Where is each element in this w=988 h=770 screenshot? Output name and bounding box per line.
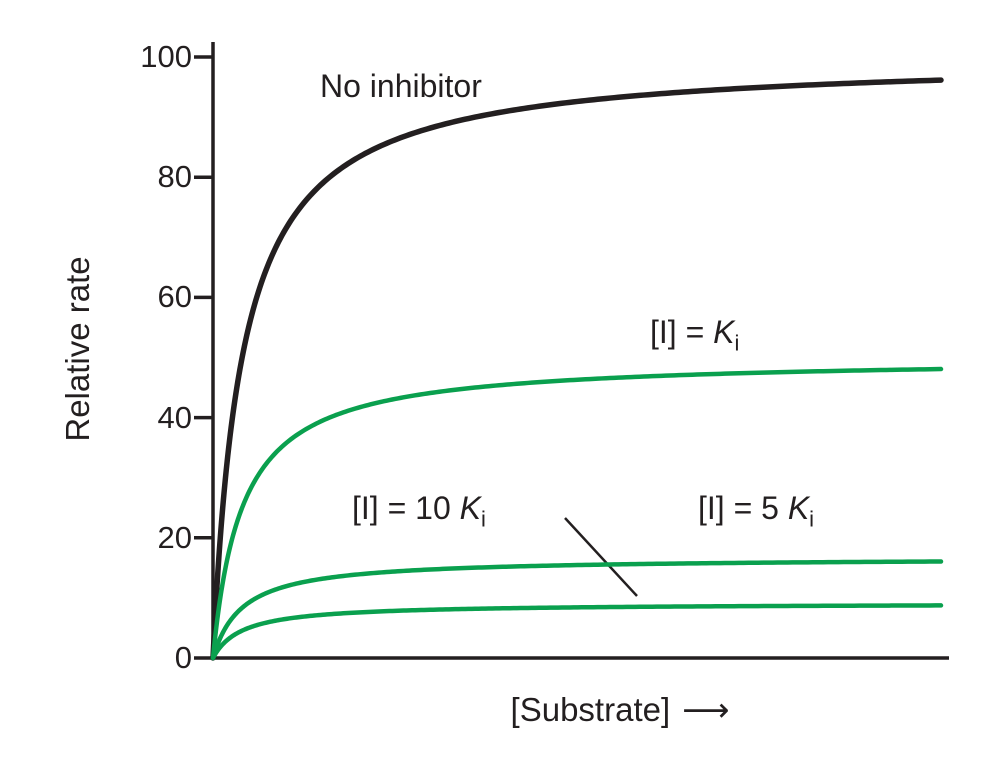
label-10ki: [I] = 10 Ki (352, 490, 486, 530)
label-5ki-subscript: i (809, 506, 815, 532)
callout-line-10ki (564, 517, 638, 597)
x-axis-title-text: [Substrate] (510, 691, 671, 728)
label-10ki-prefix: [I] = 10 (352, 490, 460, 526)
y-tick-label: 100 (140, 39, 192, 74)
label-5ki-prefix: [I] = 5 (698, 490, 788, 526)
curve-i-5-ki (210, 559, 944, 661)
label-10ki-symbol: K (459, 490, 481, 526)
label-ki-subscript: i (734, 330, 740, 356)
label-ki: [I] = Ki (650, 314, 739, 354)
label-5ki: [I] = 5 Ki (698, 490, 814, 530)
label-10ki-subscript: i (480, 506, 486, 532)
x-axis-title: [Substrate] ⟶ (410, 692, 830, 728)
y-tick-label: 40 (157, 399, 192, 435)
curve-no-inhibitor (210, 77, 944, 661)
label-no-inhibitor: No inhibitor (320, 68, 482, 104)
y-tick-label: 60 (157, 279, 192, 315)
y-axis-title: Relative rate (59, 256, 96, 442)
label-ki-symbol: K (713, 314, 735, 350)
curve-i-10-ki (210, 603, 944, 661)
right-arrow-icon: ⟶ (682, 691, 730, 728)
y-tick-label: 0 (174, 640, 192, 675)
curve-i-ki (210, 366, 944, 661)
y-tick-label: 20 (157, 519, 192, 555)
label-5ki-symbol: K (787, 490, 810, 526)
y-tick-label: 80 (157, 159, 192, 195)
label-ki-prefix: [I] = (650, 314, 714, 350)
